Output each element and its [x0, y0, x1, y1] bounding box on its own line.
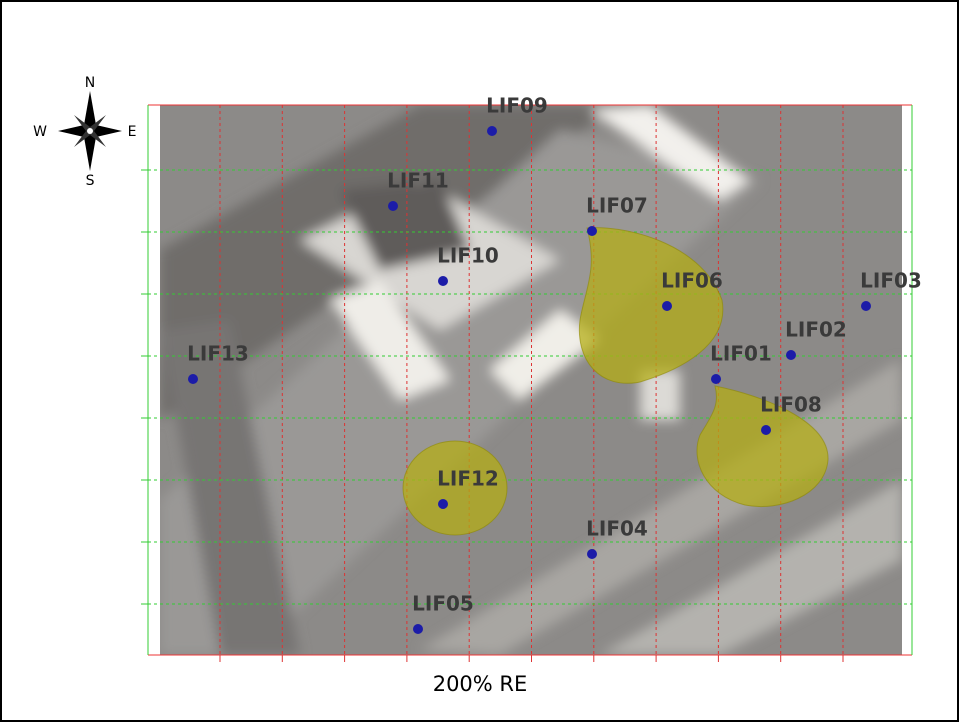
point-label: LIF08: [760, 393, 822, 417]
point-label: LIF02: [785, 318, 847, 342]
sample-point: [711, 374, 721, 384]
point-label: LIF10: [437, 244, 499, 268]
sample-point: [438, 499, 448, 509]
caption: 200% RE: [433, 672, 528, 696]
point-label: LIF11: [387, 169, 449, 193]
compass-label: S: [86, 173, 95, 189]
point-label: LIF07: [586, 194, 648, 218]
point-label: LIF09: [486, 94, 548, 118]
sample-point: [786, 350, 796, 360]
sample-point: [388, 201, 398, 211]
point-label: LIF13: [187, 342, 249, 366]
point-label: LIF01: [710, 342, 772, 366]
sample-point: [587, 549, 597, 559]
point-label: LIF05: [412, 592, 474, 616]
sample-point: [413, 624, 423, 634]
sample-point: [487, 126, 497, 136]
sample-point: [861, 301, 871, 311]
map-figure: LIF09 LIF11 LIF07 LIF10 LIF06 LIF03 LIF02 LIF13…: [0, 0, 960, 723]
point-label: LIF12: [437, 467, 499, 491]
compass-label: N: [85, 75, 95, 91]
sample-point: [438, 276, 448, 286]
point-label: LIF04: [586, 517, 648, 541]
sample-point: [188, 374, 198, 384]
point-label: LIF03: [860, 269, 922, 293]
page: LIF09 LIF11 LIF07 LIF10 LIF06 LIF03 LIF02 LIF13…: [0, 0, 960, 723]
sample-point: [587, 226, 597, 236]
sample-point: [662, 301, 672, 311]
compass-label: E: [128, 124, 137, 140]
aerial-image: [160, 105, 902, 655]
point-label: LIF06: [661, 269, 723, 293]
sample-point: [761, 425, 771, 435]
compass-label: W: [33, 124, 47, 140]
